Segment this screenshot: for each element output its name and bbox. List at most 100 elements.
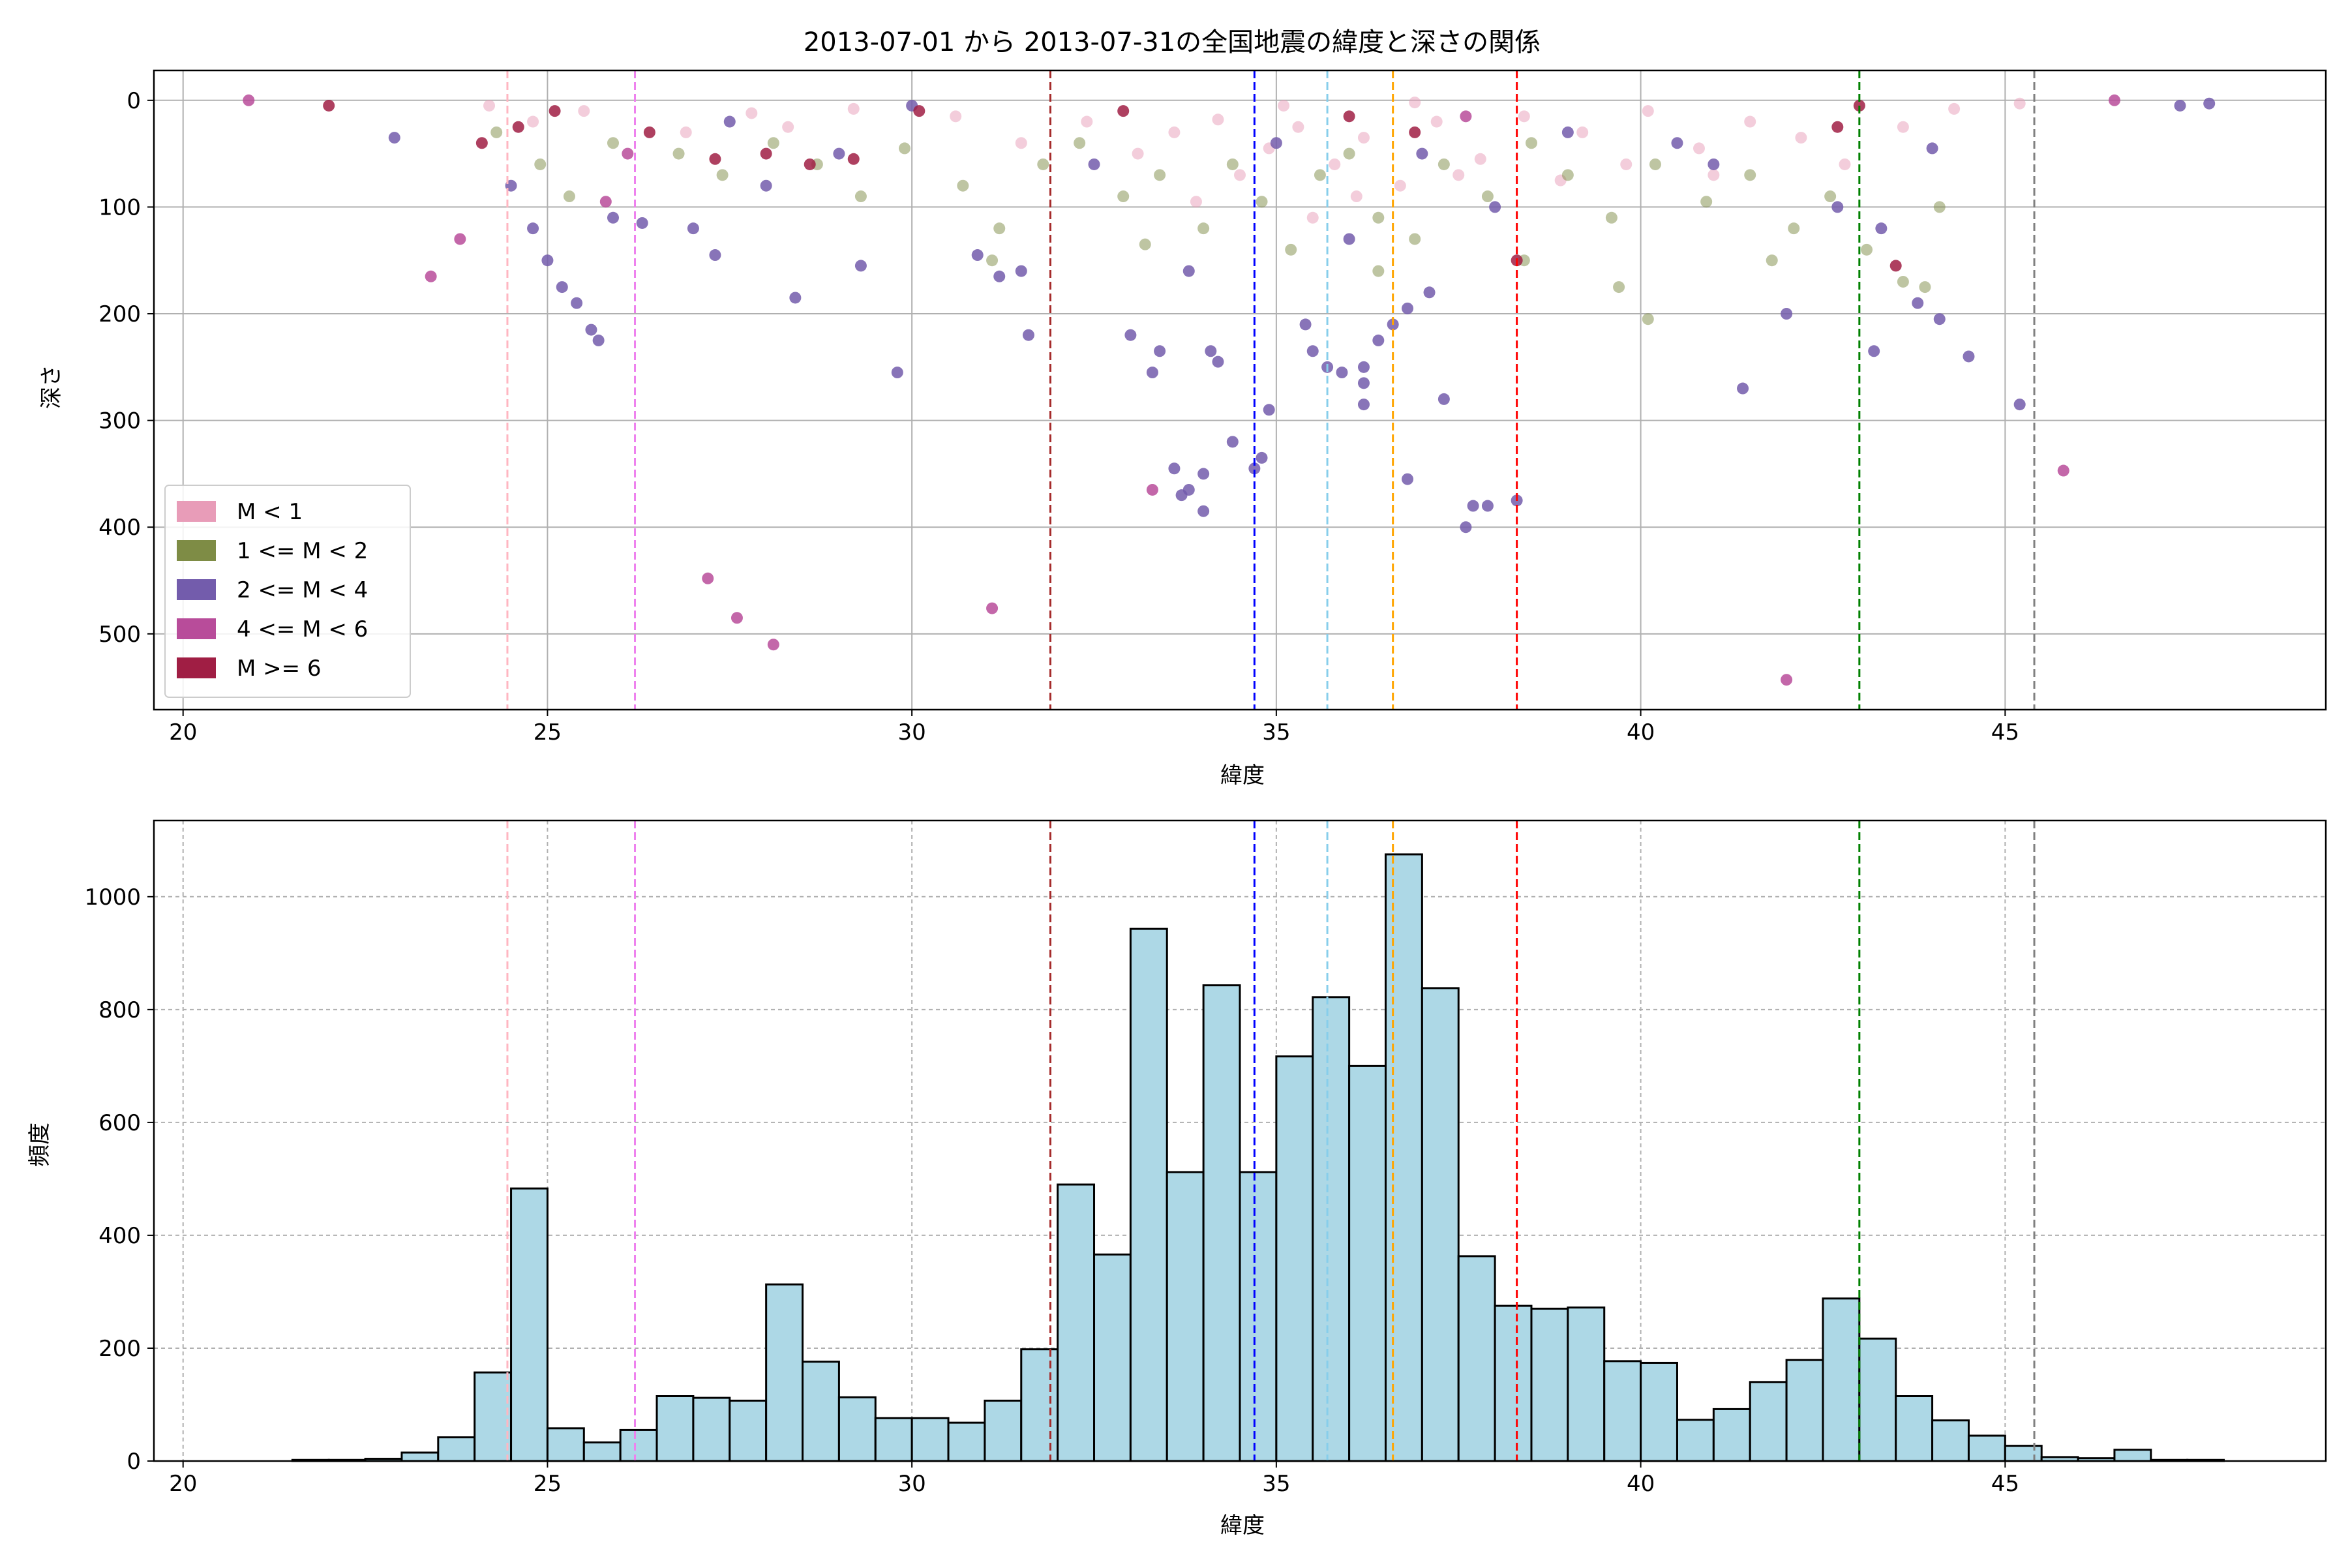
scatter-point xyxy=(1744,169,1756,181)
scatter-point xyxy=(556,281,568,294)
top-plot-frame xyxy=(153,69,2327,711)
scatter-point xyxy=(1234,169,1246,181)
histogram-bar xyxy=(1895,1395,1934,1462)
scatter-point xyxy=(1154,345,1166,357)
histogram-bar xyxy=(1384,853,1423,1462)
scatter-point xyxy=(1897,275,1909,288)
legend-box xyxy=(164,485,411,698)
legend-label: M >= 6 xyxy=(237,656,322,682)
scatter-point xyxy=(527,222,539,235)
top-y-axis-label: 深さ xyxy=(38,365,65,409)
scatter-point xyxy=(1372,334,1385,346)
scatter-point xyxy=(585,324,597,336)
scatter-point xyxy=(1474,153,1486,165)
scatter-point xyxy=(425,270,437,282)
scatter-point xyxy=(913,105,926,117)
histogram-bar xyxy=(2004,1445,2043,1462)
scatter-point xyxy=(1306,211,1319,224)
scatter-point xyxy=(854,260,867,272)
histogram-bar xyxy=(1202,984,1241,1462)
histogram-bar xyxy=(1858,1337,1897,1462)
scatter-point xyxy=(1263,404,1275,416)
bottom-y-tick-label: 0 xyxy=(127,1449,141,1475)
scatter-point xyxy=(1824,190,1837,203)
scatter-point xyxy=(1605,211,1618,224)
scatter-point xyxy=(1168,126,1181,138)
scatter-point xyxy=(1357,377,1370,389)
scatter-point xyxy=(1897,121,1909,133)
scatter-point xyxy=(592,334,605,346)
scatter-point xyxy=(833,147,845,160)
top-y-tick-label: 0 xyxy=(127,88,141,114)
histogram-bar xyxy=(984,1399,1023,1462)
top-y-tick-label: 500 xyxy=(98,622,141,648)
scatter-point xyxy=(1642,313,1654,325)
scatter-point xyxy=(1372,265,1385,277)
histogram-bar xyxy=(802,1361,840,1462)
scatter-point xyxy=(622,147,634,160)
scatter-point xyxy=(1963,350,1975,363)
top-y-tick-label: 100 xyxy=(98,194,141,220)
scatter-point xyxy=(1132,147,1144,160)
histogram-bar xyxy=(1057,1183,1096,1462)
bottom-x-tick-label: 40 xyxy=(1627,1471,1655,1497)
histogram-bar xyxy=(1712,1408,1751,1462)
scatter-point xyxy=(1481,500,1494,512)
scatter-point xyxy=(323,99,335,112)
scatter-point xyxy=(986,602,999,614)
scatter-point xyxy=(1146,367,1158,379)
scatter-point xyxy=(490,126,503,138)
scatter-point xyxy=(1154,169,1166,181)
histogram-bar xyxy=(474,1371,513,1462)
histogram-bar xyxy=(1457,1255,1496,1462)
scatter-point xyxy=(1357,361,1370,373)
scatter-point xyxy=(1613,281,1625,294)
scatter-point xyxy=(1700,196,1713,208)
scatter-point xyxy=(2174,99,2186,112)
scatter-point xyxy=(1766,254,1778,267)
scatter-point xyxy=(1343,110,1355,123)
scatter-point xyxy=(760,147,772,160)
scatter-point xyxy=(1409,97,1421,109)
histogram-bar xyxy=(837,1396,877,1462)
scatter-point xyxy=(782,121,794,133)
scatter-point xyxy=(672,147,685,160)
scatter-point xyxy=(1197,222,1210,235)
scatter-point xyxy=(607,211,619,224)
bottom-y-tick-label: 400 xyxy=(98,1223,141,1249)
scatter-point xyxy=(1336,367,1348,379)
top-x-tick-label: 40 xyxy=(1627,719,1655,746)
legend-swatch xyxy=(177,618,216,639)
histogram-bar xyxy=(1640,1361,1678,1462)
histogram-bar xyxy=(1093,1253,1132,1462)
histogram-bar xyxy=(1603,1360,1642,1462)
scatter-point xyxy=(1285,243,1297,256)
histogram-bar xyxy=(510,1187,549,1462)
scatter-point xyxy=(1467,500,1479,512)
histogram-bar xyxy=(911,1417,950,1462)
scatter-point xyxy=(723,115,736,128)
scatter-point xyxy=(847,153,860,165)
scatter-point xyxy=(1205,345,1217,357)
top-x-tick-label: 20 xyxy=(169,719,197,746)
legend-swatch xyxy=(177,540,216,561)
scatter-point xyxy=(1278,99,1290,112)
scatter-point xyxy=(1744,115,1756,128)
scatter-point xyxy=(847,102,860,115)
histogram-bar xyxy=(1020,1348,1059,1462)
scatter-point xyxy=(1139,238,1151,250)
bottom-x-tick-label: 20 xyxy=(169,1471,197,1497)
scatter-point xyxy=(1146,483,1158,496)
histogram-bar xyxy=(1166,1171,1205,1462)
scatter-point xyxy=(1737,382,1749,395)
scatter-point xyxy=(709,249,721,262)
scatter-point xyxy=(1460,110,1472,123)
scatter-point xyxy=(2057,464,2070,477)
histogram-bar xyxy=(437,1436,476,1462)
scatter-point xyxy=(1081,115,1093,128)
scatter-point xyxy=(1831,201,1844,213)
scatter-point xyxy=(1481,190,1494,203)
scatter-point xyxy=(1561,169,1574,181)
top-x-tick-label: 45 xyxy=(1991,719,2019,746)
scatter-point xyxy=(1708,158,1720,170)
